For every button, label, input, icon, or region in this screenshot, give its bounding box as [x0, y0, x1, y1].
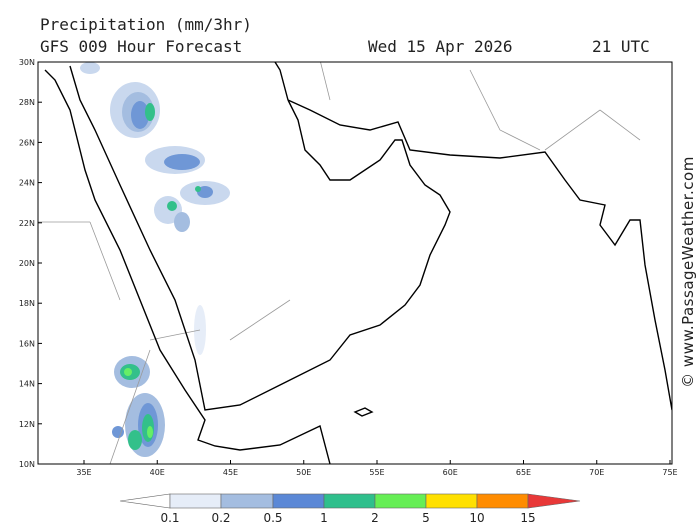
- lon-label: 70E: [589, 468, 604, 477]
- colorbar-label: 0.2: [211, 511, 230, 525]
- colorbar-label: 0.5: [263, 511, 282, 525]
- lon-label: 40E: [150, 468, 165, 477]
- lon-label: 35E: [76, 468, 91, 477]
- coast-africa: [44, 69, 331, 464]
- lat-label: 10N: [19, 460, 35, 469]
- lat-label: 24N: [19, 179, 35, 188]
- colorbar-label: 10: [469, 511, 484, 525]
- lon-label: 50E: [296, 468, 311, 477]
- lon-label: 45E: [223, 468, 238, 477]
- lat-label: 14N: [19, 380, 35, 389]
- coast-asia: [274, 62, 672, 411]
- lat-label: 18N: [19, 299, 35, 308]
- colorbar-label: 2: [371, 511, 379, 525]
- colorbar-label: 5: [422, 511, 430, 525]
- lat-label: 22N: [19, 219, 35, 228]
- lat-label: 30N: [19, 58, 35, 67]
- lon-label: 55E: [369, 468, 384, 477]
- borders: [38, 62, 641, 464]
- lat-label: 26N: [19, 138, 35, 147]
- date: Wed 15 Apr 2026: [368, 37, 513, 56]
- lat-label: 16N: [19, 339, 35, 348]
- colorbar: 0.1 0.2 0.5 1 2 5 10 15: [119, 493, 581, 525]
- subtitle: GFS 009 Hour Forecast: [40, 37, 242, 56]
- lat-label: 20N: [19, 259, 35, 268]
- lon-label: 75E: [662, 468, 677, 477]
- map: 30N 28N 26N 24N 22N 20N 18N 16N 14N 12N 10N 35E 40E 4…: [19, 58, 678, 477]
- title: Precipitation (mm/3hr): [40, 15, 252, 34]
- colorbar-label: 0.1: [160, 511, 179, 525]
- lat-label: 12N: [19, 420, 35, 429]
- colorbar-label: 1: [320, 511, 328, 525]
- lon-label: 65E: [516, 468, 531, 477]
- precipitation: [80, 62, 230, 457]
- colorbar-label: 15: [520, 511, 535, 525]
- credit: © www.PassageWeather.com: [679, 156, 697, 388]
- lon-label: 60E: [443, 468, 458, 477]
- time: 21 UTC: [592, 37, 650, 56]
- island: [353, 407, 374, 417]
- coast-arabia: [69, 65, 451, 411]
- lat-label: 28N: [19, 98, 35, 107]
